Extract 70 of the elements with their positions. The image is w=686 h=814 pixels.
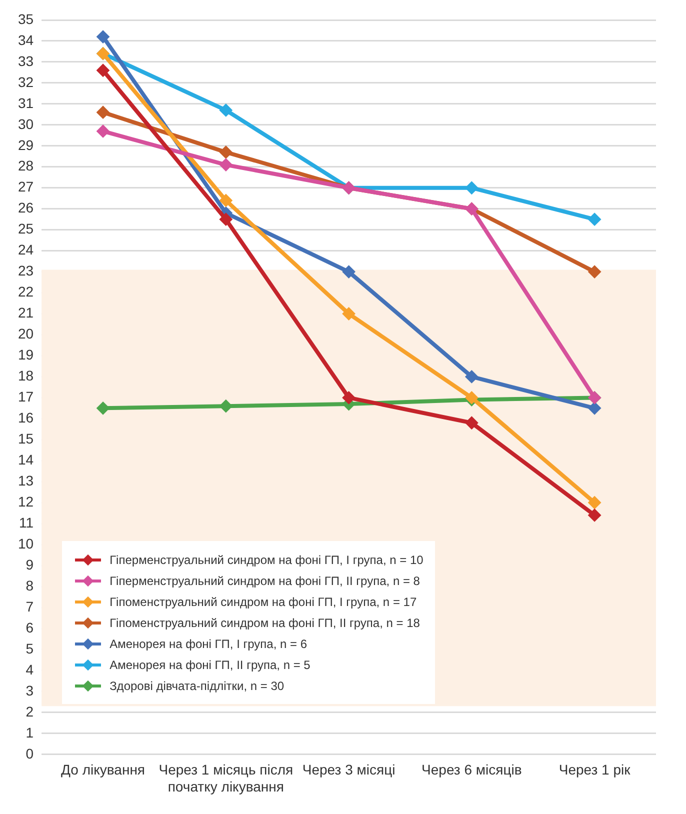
point xyxy=(342,265,356,278)
point xyxy=(96,402,110,415)
y-tick-label: 11 xyxy=(19,514,34,530)
y-tick-label: 4 xyxy=(26,661,34,678)
y-tick-label: 29 xyxy=(18,136,34,153)
y-tick-label: 3 xyxy=(26,682,34,698)
y-tick-label: 23 xyxy=(18,262,34,279)
y-tick-label: 24 xyxy=(18,242,34,258)
x-tick-label: До лікування xyxy=(61,762,146,778)
point xyxy=(219,400,232,413)
y-tick-label: 1 xyxy=(26,724,34,740)
y-tick-label: 7 xyxy=(26,598,34,614)
x-tick-label: Через 1 рік xyxy=(558,762,632,778)
legend-label: Гіперменструальний синдром на фоні ГП, I група, n = 10 xyxy=(110,552,424,567)
y-tick-label: 8 xyxy=(26,577,34,594)
y-tick-label: 17 xyxy=(18,388,34,405)
point xyxy=(96,106,110,119)
point xyxy=(219,158,232,172)
y-tick-label: 35 xyxy=(18,10,34,27)
point xyxy=(219,194,232,207)
point xyxy=(96,30,110,44)
y-tick-label: 18 xyxy=(18,368,34,384)
y-tick-label: 32 xyxy=(18,74,34,90)
point xyxy=(588,508,602,522)
y-tick-label: 34 xyxy=(18,32,34,48)
y-tick-label: 27 xyxy=(18,178,34,195)
x-tick-label: Через 6 місяців xyxy=(422,762,522,778)
legend-label: Гіперменструальний синдром на фоні ГП, II група, n = 8 xyxy=(110,574,420,588)
x-tick-label: Через 1 місяць після початку лікування xyxy=(158,762,294,794)
point xyxy=(588,402,602,415)
y-tick-label: 30 xyxy=(18,116,34,132)
point xyxy=(219,212,232,226)
y-tick-label: 13 xyxy=(18,472,34,488)
y-tick-label: 6 xyxy=(26,619,34,636)
legend-label: Аменорея на фоні ГП, II група, n = 5 xyxy=(110,658,310,672)
point xyxy=(219,146,232,159)
y-tick-label: 28 xyxy=(18,158,34,174)
y-tick-label: 0 xyxy=(26,745,34,762)
y-tick-label: 20 xyxy=(18,326,34,342)
y-tick-label: 5 xyxy=(26,640,34,656)
y-tick-label: 21 xyxy=(18,304,34,321)
y-tick-label: 22 xyxy=(18,284,34,300)
y-tick-label: 9 xyxy=(26,556,34,572)
y-tick-label: 10 xyxy=(18,535,34,552)
point xyxy=(588,265,602,278)
legend-label: Гіпоменструальний синдром на фоні ГП, I група, n = 17 xyxy=(110,594,417,609)
legend-label: Гіпоменструальний синдром на фоні ГП, II група, n = 18 xyxy=(110,616,420,630)
legend-label: Здорові дівчата-підлітки, n = 30 xyxy=(110,678,284,693)
y-tick-label: 2 xyxy=(26,703,34,720)
y-tick-label: 15 xyxy=(18,430,34,447)
point xyxy=(96,124,110,138)
legend-label: Аменорея на фоні ГП, I група, n = 6 xyxy=(110,636,308,651)
y-tick-label: 26 xyxy=(18,200,34,216)
x-tick-label: Через 3 місяці xyxy=(302,762,396,778)
y-tick-label: 31 xyxy=(18,94,34,111)
point xyxy=(465,370,478,384)
y-tick-label: 25 xyxy=(18,220,34,237)
point xyxy=(588,496,602,510)
point xyxy=(465,416,478,430)
point xyxy=(588,212,602,226)
point xyxy=(465,181,478,194)
point xyxy=(342,307,356,320)
y-tick-label: 12 xyxy=(18,493,34,510)
y-tick-label: 14 xyxy=(18,452,34,468)
point xyxy=(96,64,110,77)
point xyxy=(219,104,232,117)
point xyxy=(342,391,356,404)
y-tick-label: 19 xyxy=(18,346,34,363)
y-tick-label: 16 xyxy=(18,410,34,426)
y-tick-label: 33 xyxy=(18,52,34,69)
